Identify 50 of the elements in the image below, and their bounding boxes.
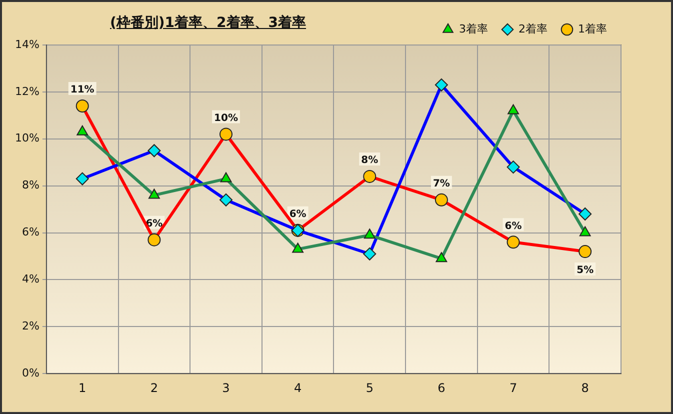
point [578,245,592,258]
x-tick-label: 6 [438,380,446,395]
point [220,172,232,182]
point [363,247,376,260]
y-tick-label: 6% [22,226,40,239]
x-tick-label: 8 [581,380,589,395]
x-tick-label: 1 [78,380,86,395]
x-tick-label: 7 [509,380,518,395]
point [148,233,161,246]
point [148,144,161,158]
data-label: 10% [214,112,238,124]
legend-label: 3着率 [459,22,488,36]
x-tick-label: 2 [150,380,158,395]
point [364,228,376,239]
point [292,242,304,253]
x-tick-label: 4 [294,380,302,395]
y-tick-label: 8% [22,178,40,192]
x-tick-label: 3 [222,380,230,395]
point [363,170,376,183]
y-tick-label: 12% [14,84,40,98]
point [76,172,89,186]
point [76,125,88,136]
y-tick-label: 14% [14,38,40,51]
data-label: 6% [289,209,306,220]
point [579,226,591,236]
data-label: 8% [361,155,378,166]
point [76,100,89,113]
y-tick-label: 10% [14,132,40,145]
legend-label: 1着率 [578,22,607,36]
point [506,160,520,174]
chart-title: (枠番別)1着率、2着率、3着率 [110,14,306,32]
data-label: 5% [576,265,594,276]
point [219,128,232,141]
point [148,188,160,199]
point [436,252,448,262]
data-label: 6% [146,218,163,230]
data-label: 11% [70,84,94,96]
y-tick-label: 2% [22,320,40,333]
point [578,207,592,220]
point [506,236,520,249]
point [219,193,232,206]
y-tick-label: 4% [22,272,40,286]
point [434,78,448,92]
point [508,104,519,114]
y-tick-label: 0% [22,366,40,380]
data-label: 7% [432,178,450,190]
x-tick-label: 5 [366,380,374,395]
point [434,193,448,206]
data-label: 6% [504,220,522,232]
legend-label: 2着率 [518,22,548,36]
